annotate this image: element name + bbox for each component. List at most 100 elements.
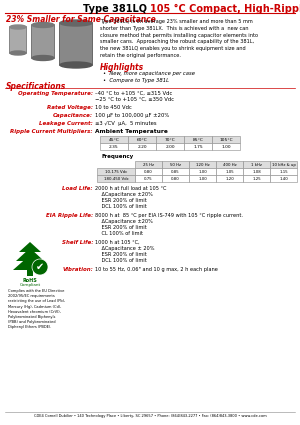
FancyBboxPatch shape: [10, 26, 26, 54]
Text: 1.40: 1.40: [279, 176, 288, 181]
Text: 0.80: 0.80: [171, 176, 180, 181]
Bar: [189, 175, 216, 182]
FancyBboxPatch shape: [32, 25, 55, 59]
Bar: [135, 168, 162, 175]
Text: 2000 h at full load at 105 °C: 2000 h at full load at 105 °C: [95, 186, 166, 191]
Text: 2002/95/EC requirements: 2002/95/EC requirements: [8, 294, 55, 298]
Text: 10 kHz & up: 10 kHz & up: [272, 162, 296, 167]
Text: 1.08: 1.08: [252, 170, 261, 173]
Text: 10 to 55 Hz, 0.06" and 10 g max, 2 h each plane: 10 to 55 Hz, 0.06" and 10 g max, 2 h eac…: [95, 267, 218, 272]
Text: Ripple Current Multipliers:: Ripple Current Multipliers:: [11, 129, 93, 134]
Text: 100 µF to 100,000 µF ±20%: 100 µF to 100,000 µF ±20%: [95, 113, 169, 118]
Bar: [184, 143, 212, 150]
Text: Diphenyl Ethers (PBDE).: Diphenyl Ethers (PBDE).: [8, 326, 51, 329]
Text: 0.75: 0.75: [144, 176, 153, 181]
Text: the new 381LQ enables you to shrink equipment size and: the new 381LQ enables you to shrink equi…: [100, 46, 246, 51]
Circle shape: [32, 259, 48, 275]
Text: Load Life:: Load Life:: [62, 186, 93, 191]
Text: 2.00: 2.00: [165, 144, 175, 148]
Text: Shelf Life:: Shelf Life:: [61, 240, 93, 245]
Text: 85°C: 85°C: [193, 138, 203, 142]
Text: 8000 h at  85 °C per EIA IS-749 with 105 °C ripple current.: 8000 h at 85 °C per EIA IS-749 with 105 …: [95, 213, 243, 218]
Bar: [216, 175, 243, 182]
Text: ΔCapacitance ±20%: ΔCapacitance ±20%: [95, 219, 153, 224]
Text: Vibration:: Vibration:: [62, 267, 93, 272]
Text: 1.15: 1.15: [279, 170, 288, 173]
FancyBboxPatch shape: [59, 23, 92, 65]
Text: 1.20: 1.20: [225, 176, 234, 181]
Text: Specifications: Specifications: [6, 82, 66, 91]
Text: 1.05: 1.05: [225, 170, 234, 173]
Text: 10-175 Vdc: 10-175 Vdc: [105, 170, 127, 173]
Bar: [100, 143, 128, 150]
Bar: [243, 175, 270, 182]
Text: ✔: ✔: [36, 262, 44, 272]
Text: 70°C: 70°C: [165, 138, 176, 142]
Text: 0.85: 0.85: [171, 170, 180, 173]
Text: Complies with the EU Directive: Complies with the EU Directive: [8, 289, 64, 293]
Polygon shape: [19, 242, 41, 252]
Text: 23% Smaller for Same Capacitance: 23% Smaller for Same Capacitance: [6, 15, 156, 24]
Text: 1.00: 1.00: [198, 170, 207, 173]
Bar: [162, 175, 189, 182]
Text: restricting the use of Lead (Pb),: restricting the use of Lead (Pb),: [8, 299, 65, 303]
Bar: [156, 136, 184, 143]
Text: ESR 200% of limit: ESR 200% of limit: [95, 198, 147, 203]
Text: Mercury (Hg), Cadmium (Cd),: Mercury (Hg), Cadmium (Cd),: [8, 305, 62, 309]
Bar: [135, 175, 162, 182]
Bar: [128, 136, 156, 143]
Bar: [212, 143, 240, 150]
Text: 1.75: 1.75: [193, 144, 203, 148]
Text: Ambient Temperature: Ambient Temperature: [95, 129, 168, 134]
Text: 400 Hz: 400 Hz: [223, 162, 236, 167]
Text: 25 Hz: 25 Hz: [143, 162, 154, 167]
Bar: [216, 168, 243, 175]
Text: Highlights: Highlights: [100, 63, 144, 72]
Text: ΔCapacitance ±20%: ΔCapacitance ±20%: [95, 192, 153, 197]
Text: CDE4 Cornell Dubilier • 140 Technology Place • Liberty, SC 29657 • Phone: (864)8: CDE4 Cornell Dubilier • 140 Technology P…: [34, 414, 266, 418]
Text: 0.80: 0.80: [144, 170, 153, 173]
Polygon shape: [16, 248, 44, 261]
Text: −25 °C to +105 °C, ≥350 Vdc: −25 °C to +105 °C, ≥350 Vdc: [95, 97, 174, 102]
Bar: [270, 161, 297, 168]
Text: Frequency: Frequency: [102, 154, 134, 159]
Bar: [212, 136, 240, 143]
Text: RoHS: RoHS: [22, 278, 38, 283]
Bar: [100, 136, 128, 143]
Text: DCL 100% of limit: DCL 100% of limit: [95, 258, 147, 263]
Text: DCL 100% of limit: DCL 100% of limit: [95, 204, 147, 209]
Text: 180-450 Vdc: 180-450 Vdc: [103, 176, 128, 181]
Bar: [135, 161, 162, 168]
Text: 45°C: 45°C: [109, 138, 119, 142]
Text: •  New, more capacitance per case: • New, more capacitance per case: [103, 71, 195, 76]
Text: 50 Hz: 50 Hz: [170, 162, 181, 167]
Ellipse shape: [10, 51, 26, 55]
Text: 105°C: 105°C: [219, 138, 233, 142]
Ellipse shape: [60, 62, 92, 68]
Text: 1 kHz: 1 kHz: [251, 162, 262, 167]
Text: retain the original performance.: retain the original performance.: [100, 53, 181, 58]
Text: 1.00: 1.00: [198, 176, 207, 181]
Text: Type 381LQ is on average 23% smaller and more than 5 mm: Type 381LQ is on average 23% smaller and…: [100, 19, 253, 24]
Text: Type 381LQ: Type 381LQ: [82, 4, 150, 14]
Bar: [162, 168, 189, 175]
Bar: [270, 175, 297, 182]
Text: 60°C: 60°C: [136, 138, 147, 142]
Bar: [156, 143, 184, 150]
Text: 1.25: 1.25: [252, 176, 261, 181]
Text: •  Compare to Type 381L: • Compare to Type 381L: [103, 77, 169, 82]
Text: CL 100% of limit: CL 100% of limit: [95, 231, 143, 236]
Bar: [97, 175, 135, 182]
Text: EIA Ripple Life:: EIA Ripple Life:: [46, 213, 93, 218]
Bar: [270, 168, 297, 175]
Text: 2.35: 2.35: [109, 144, 119, 148]
Text: Rated Voltage:: Rated Voltage:: [47, 105, 93, 110]
Text: ≤3 √CV  µA,  5 minutes: ≤3 √CV µA, 5 minutes: [95, 121, 157, 126]
Ellipse shape: [32, 23, 54, 28]
Text: Polybrominated Biphenyls: Polybrominated Biphenyls: [8, 315, 56, 319]
Bar: [184, 136, 212, 143]
Bar: [128, 143, 156, 150]
Bar: [162, 161, 189, 168]
Text: Hexavalent chromium (CrVI),: Hexavalent chromium (CrVI),: [8, 310, 61, 314]
Bar: [243, 161, 270, 168]
